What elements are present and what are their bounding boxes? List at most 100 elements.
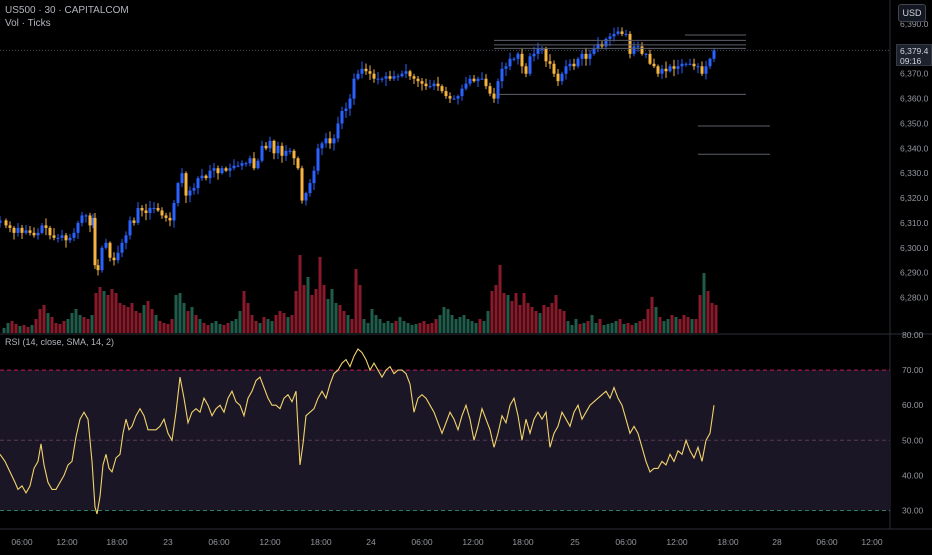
volume-bar (658, 317, 662, 333)
volume-bar (626, 323, 630, 333)
candle-body (100, 247, 104, 271)
candle-body (192, 188, 196, 191)
volume-bar (274, 315, 278, 333)
candle-body (56, 237, 60, 239)
volume-bar (530, 307, 534, 333)
time-axis-label: 06:00 (11, 537, 33, 547)
currency-button[interactable]: USD (898, 4, 926, 22)
volume-bar (10, 321, 14, 333)
candle-body (264, 145, 268, 149)
candle-body (540, 48, 544, 50)
candle-body (596, 43, 600, 49)
candle-body (168, 217, 172, 221)
candle-body (156, 207, 160, 211)
volume-bar (174, 295, 178, 333)
candle-body (576, 58, 580, 67)
candle-body (416, 78, 420, 82)
volume-bar (630, 325, 634, 333)
candle-body (200, 175, 204, 179)
candle-body (176, 183, 180, 204)
volume-bar (98, 287, 102, 333)
volume-bar (46, 313, 50, 333)
volume-bar (158, 321, 162, 333)
volume-bar (430, 323, 434, 333)
candle-body (108, 242, 112, 258)
price-axis-label: 6,330.0 (900, 168, 929, 178)
candle-body (232, 165, 236, 169)
volume-bar (570, 325, 574, 333)
candle-body (356, 73, 360, 79)
candle-body (0, 220, 2, 223)
price-axis-label: 6,370.0 (900, 69, 929, 79)
volume-bar (558, 309, 562, 333)
candle-body (44, 225, 48, 228)
volume-bar (142, 305, 146, 333)
candle-body (620, 31, 624, 34)
time-axis-label: 12:00 (56, 537, 78, 547)
candle-body (400, 73, 404, 77)
price-axis-label: 6,360.0 (900, 94, 929, 104)
candle-body (572, 63, 576, 67)
candle-body (436, 83, 440, 87)
volume-bar (386, 321, 390, 333)
candle-body (480, 78, 484, 80)
time-axis-label: 12:00 (666, 537, 688, 547)
volume-bar (634, 323, 638, 333)
candle-body (496, 81, 500, 99)
volume-bar (478, 319, 482, 333)
time-axis-label: 06:00 (411, 537, 433, 547)
volume-bar (406, 323, 410, 333)
candle-body (696, 66, 700, 68)
candle-body (336, 123, 340, 139)
volume-bar (470, 321, 474, 333)
volume-bar (410, 325, 414, 333)
volume-bar (622, 324, 626, 333)
volume-bar (202, 323, 206, 333)
volume-bar (642, 319, 646, 333)
candle-body (120, 242, 124, 253)
volume-bar (542, 305, 546, 333)
time-axis-label: 23 (163, 537, 173, 547)
volume-bar (194, 315, 198, 333)
candle-body (300, 168, 304, 201)
candle-body (188, 190, 192, 196)
volume-bar (30, 325, 34, 333)
volume-bar (646, 309, 650, 333)
candle-body (276, 145, 280, 154)
candle-body (580, 53, 584, 59)
volume-bar (498, 265, 502, 333)
candle-body (364, 68, 368, 72)
candle-body (560, 73, 564, 82)
rsi-axis-label: 50.00 (902, 435, 924, 445)
volume-bar (578, 324, 582, 333)
volume-bar (382, 323, 386, 333)
candle-body (228, 168, 232, 171)
time-axis-label: 12:00 (462, 537, 484, 547)
candle-body (344, 108, 348, 112)
volume-bar (34, 319, 38, 333)
candle-body (216, 168, 220, 174)
candle-body (172, 203, 176, 221)
candle-body (648, 53, 652, 64)
volume-bar (50, 317, 54, 333)
candle-body (640, 46, 644, 54)
volume-bar (130, 303, 134, 333)
candle-body (612, 33, 616, 37)
candle-body (136, 207, 140, 223)
candle-body (316, 148, 320, 171)
candle-body (676, 66, 680, 69)
candle-body (448, 96, 452, 99)
candle-body (568, 63, 572, 67)
volume-bar (366, 323, 370, 333)
price-axis-label: 6,280.0 (900, 293, 929, 303)
candle-body (492, 93, 496, 99)
candle-body (588, 53, 592, 59)
volume-bar (398, 317, 402, 333)
candle-body (296, 158, 300, 169)
volume-bar (286, 317, 290, 333)
candle-body (564, 66, 568, 74)
volume-bar (662, 321, 666, 333)
volume-bar (538, 313, 542, 333)
